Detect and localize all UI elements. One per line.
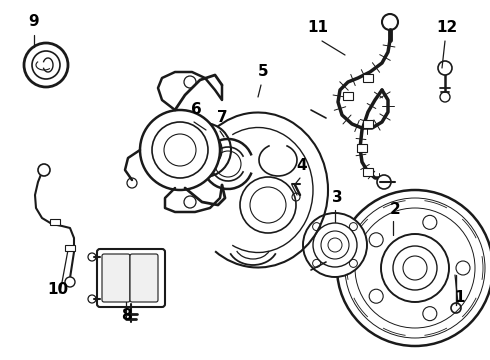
Text: 4: 4	[296, 158, 307, 172]
FancyBboxPatch shape	[102, 254, 130, 302]
Circle shape	[377, 175, 391, 189]
Text: 10: 10	[48, 283, 69, 297]
Circle shape	[24, 43, 68, 87]
Bar	[363, 168, 373, 176]
Text: 5: 5	[258, 64, 269, 80]
Text: 12: 12	[437, 21, 458, 36]
Circle shape	[177, 123, 231, 177]
FancyBboxPatch shape	[97, 249, 165, 307]
Bar	[50, 219, 60, 225]
Circle shape	[303, 213, 367, 277]
Text: 2: 2	[390, 202, 400, 217]
Bar	[363, 120, 373, 128]
Circle shape	[440, 92, 450, 102]
Bar	[343, 92, 353, 100]
Bar	[65, 245, 75, 251]
Text: 3: 3	[332, 190, 343, 206]
Circle shape	[65, 277, 75, 287]
Circle shape	[337, 190, 490, 346]
Text: 1: 1	[455, 291, 465, 306]
Text: 11: 11	[308, 21, 328, 36]
Circle shape	[382, 14, 398, 30]
Bar	[363, 74, 373, 82]
Circle shape	[140, 110, 220, 190]
Text: 7: 7	[217, 111, 227, 126]
Circle shape	[38, 164, 50, 176]
Circle shape	[438, 61, 452, 75]
Text: 8: 8	[121, 307, 131, 323]
Text: 6: 6	[191, 102, 201, 117]
FancyBboxPatch shape	[130, 254, 158, 302]
Text: 9: 9	[29, 14, 39, 30]
Bar	[357, 144, 367, 152]
